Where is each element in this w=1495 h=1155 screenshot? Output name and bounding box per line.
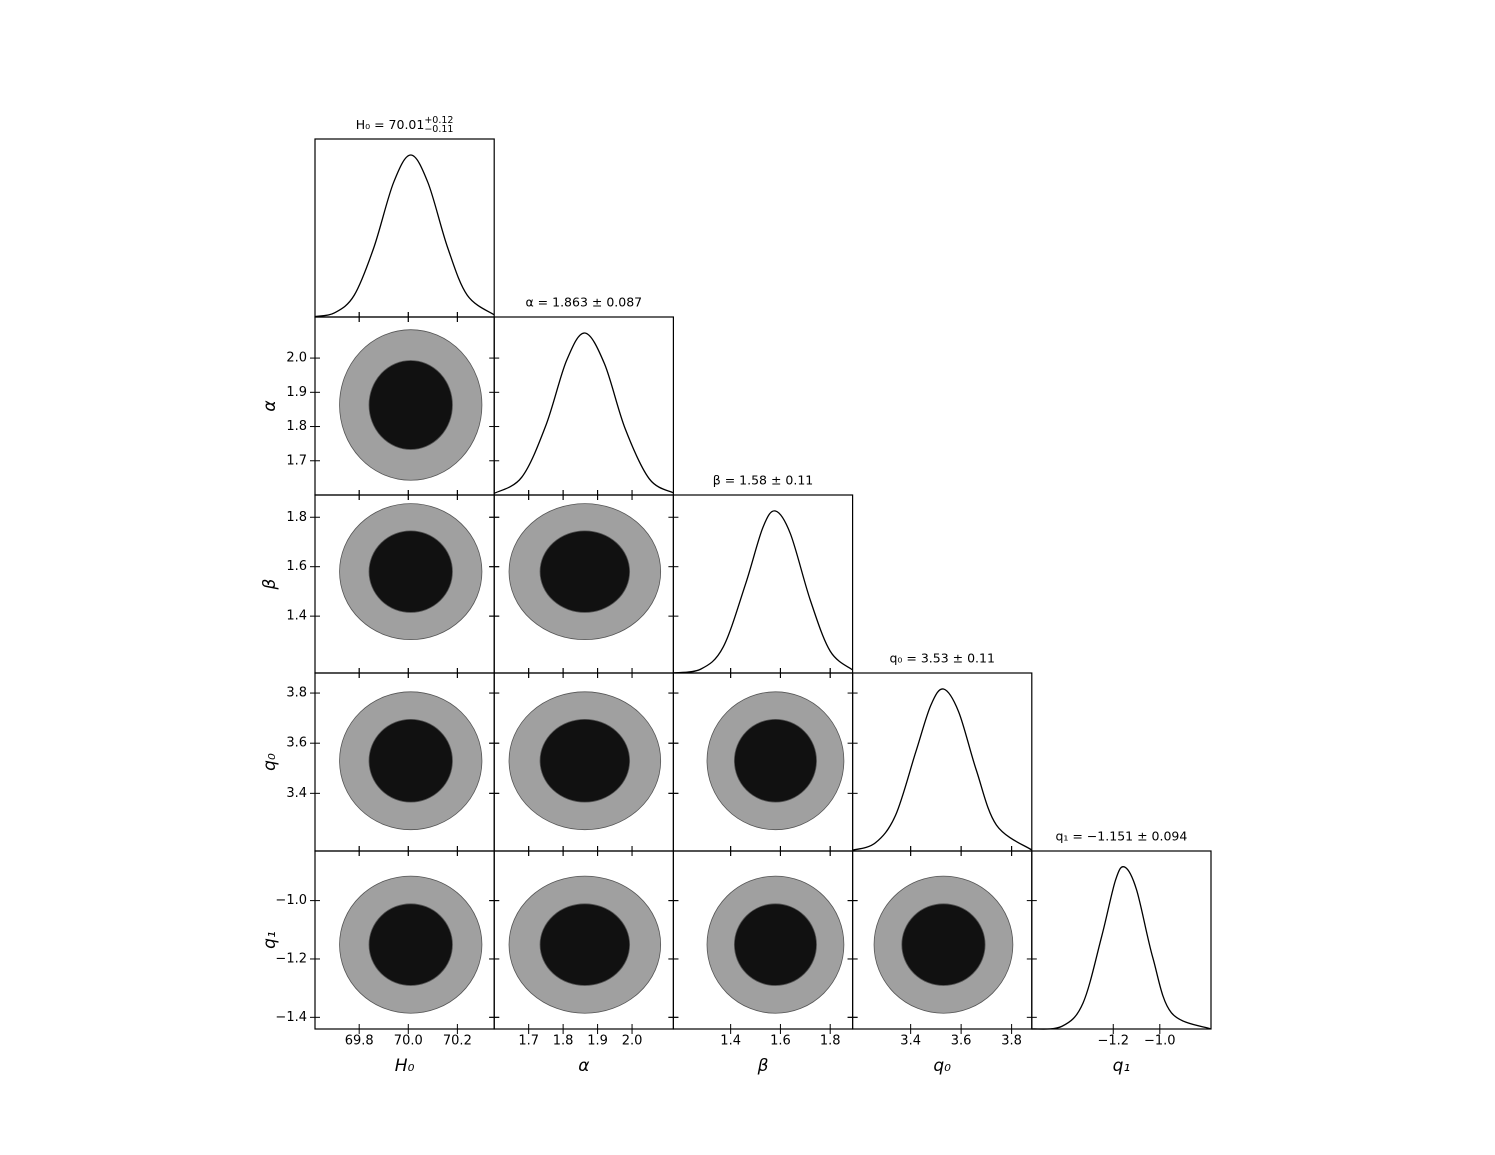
title-upper: +0.12 bbox=[424, 115, 453, 126]
x-tick-label: 3.6 bbox=[951, 1034, 972, 1049]
x-axis-label: H₀ bbox=[395, 1056, 415, 1076]
x-tick-label: 1.8 bbox=[553, 1034, 574, 1049]
x-axis-label: q₁ bbox=[1113, 1056, 1131, 1076]
y-axis-label: q₁ bbox=[260, 931, 280, 949]
contour-inner bbox=[539, 530, 631, 613]
y-tick-label: −1.0 bbox=[275, 893, 307, 908]
x-tick-label: 70.0 bbox=[394, 1034, 423, 1049]
y-axis-label: α bbox=[260, 400, 280, 411]
contour-inner bbox=[368, 718, 453, 803]
title-main: H₀ = 70.01 bbox=[356, 117, 425, 132]
x-tick-label: 3.4 bbox=[900, 1034, 921, 1049]
x-tick-label: 1.6 bbox=[770, 1034, 791, 1049]
x-tick-label: 1.9 bbox=[587, 1034, 608, 1049]
x-axis-label: α bbox=[578, 1056, 589, 1076]
contour-inner bbox=[539, 903, 631, 986]
y-tick-label: 1.6 bbox=[286, 559, 307, 574]
x-tick-label: 1.8 bbox=[820, 1034, 841, 1049]
y-tick-label: 1.8 bbox=[286, 419, 307, 434]
y-axis-label: β bbox=[260, 578, 280, 590]
contour-inner bbox=[901, 903, 986, 986]
panel-frame bbox=[672, 494, 854, 674]
x-tick-label: 69.8 bbox=[345, 1034, 374, 1049]
panel-title: q₁ = −1.151 ± 0.094 bbox=[1055, 829, 1187, 844]
x-tick-label: −1.2 bbox=[1097, 1034, 1129, 1049]
y-tick-label: 3.8 bbox=[286, 686, 307, 701]
y-tick-label: −1.2 bbox=[275, 951, 307, 966]
panel-title: β = 1.58 ± 0.11 bbox=[713, 473, 813, 488]
density-curve bbox=[1031, 865, 1212, 1030]
x-tick-label: −1.0 bbox=[1144, 1034, 1176, 1049]
y-axis-label: q₀ bbox=[260, 753, 280, 771]
x-tick-label: 2.0 bbox=[622, 1034, 643, 1049]
density-curve bbox=[673, 510, 854, 674]
panel-frame bbox=[314, 138, 495, 318]
x-tick-label: 1.7 bbox=[518, 1034, 539, 1049]
panel-title: q₀ = 3.53 ± 0.11 bbox=[889, 651, 994, 666]
y-tick-label: 2.0 bbox=[286, 351, 307, 366]
title-lower: −0.11 bbox=[424, 124, 453, 135]
y-tick-label: 1.7 bbox=[286, 453, 307, 468]
panel-title: H₀ = 70.01+0.12 −0.11 bbox=[356, 115, 454, 135]
y-tick-label: −1.4 bbox=[275, 1010, 307, 1025]
x-axis-label: q₀ bbox=[933, 1056, 951, 1076]
y-tick-label: 1.9 bbox=[286, 385, 307, 400]
x-tick-label: 70.2 bbox=[443, 1034, 472, 1049]
y-tick-label: 1.8 bbox=[286, 510, 307, 525]
y-tick-label: 3.6 bbox=[286, 736, 307, 751]
panel-frame bbox=[851, 672, 1033, 852]
x-axis-label: β bbox=[757, 1056, 769, 1076]
panel-frame bbox=[1031, 850, 1212, 1030]
density-curve bbox=[493, 332, 674, 494]
x-tick-label: 1.4 bbox=[720, 1034, 741, 1049]
panel-frame bbox=[493, 316, 675, 496]
contour-inner bbox=[733, 903, 817, 986]
density-curve bbox=[314, 154, 495, 318]
contour-inner bbox=[368, 360, 453, 450]
contour-inner bbox=[539, 718, 631, 803]
density-curve bbox=[852, 688, 1033, 851]
contour-inner bbox=[733, 718, 817, 803]
panel-title: α = 1.863 ± 0.087 bbox=[525, 295, 642, 310]
y-tick-label: 1.4 bbox=[286, 609, 307, 624]
contour-inner bbox=[368, 903, 453, 986]
contour-inner bbox=[368, 530, 453, 613]
y-tick-label: 3.4 bbox=[286, 786, 307, 801]
x-tick-label: 3.8 bbox=[1001, 1034, 1022, 1049]
